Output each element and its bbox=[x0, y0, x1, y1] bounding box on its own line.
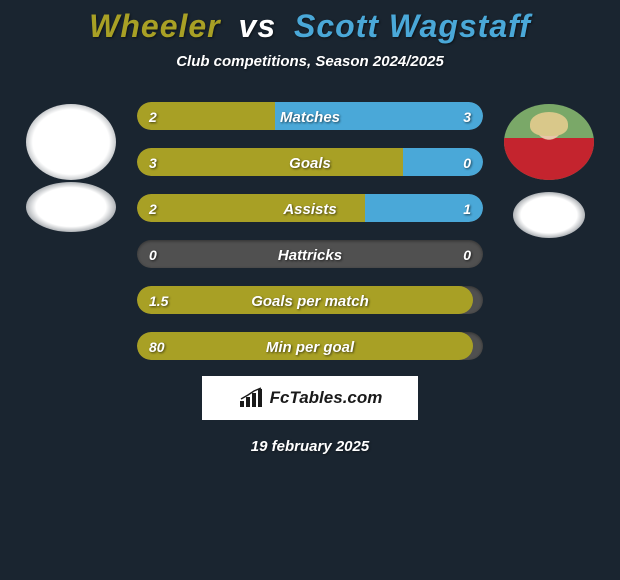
main-row: Matches23Goals30Assists21Hattricks00Goal… bbox=[0, 100, 620, 362]
player2-avatar-hair bbox=[530, 112, 568, 136]
date: 19 february 2025 bbox=[0, 438, 620, 455]
bar-label: Goals bbox=[137, 146, 483, 178]
player1-column bbox=[17, 100, 125, 232]
bar-value-left: 2 bbox=[149, 100, 157, 132]
player2-avatar bbox=[504, 104, 594, 180]
stat-bar: Min per goal80 bbox=[137, 330, 483, 362]
stat-bar: Hattricks0 0 bbox=[137, 238, 483, 270]
site-logo-text: FcTables.com bbox=[270, 388, 383, 408]
title-vs: vs bbox=[239, 8, 277, 44]
stat-bar: Goals3 0 bbox=[137, 146, 483, 178]
bar-label: Matches bbox=[137, 100, 483, 132]
bar-value-left: 2 bbox=[149, 192, 157, 224]
bar-value-right: 1 bbox=[463, 192, 471, 224]
player1-team-logo bbox=[26, 182, 116, 232]
stat-bar: Goals per match1.5 bbox=[137, 284, 483, 316]
stat-bar: Matches2 3 bbox=[137, 100, 483, 132]
title-player2: Scott Wagstaff bbox=[294, 8, 531, 44]
bar-value-right: 3 bbox=[463, 100, 471, 132]
bar-label: Assists bbox=[137, 192, 483, 224]
stat-bar: Assists2 1 bbox=[137, 192, 483, 224]
site-logo: FcTables.com bbox=[202, 376, 418, 420]
comparison-card: Wheeler vs Scott Wagstaff Club competiti… bbox=[0, 0, 620, 455]
subtitle: Club competitions, Season 2024/2025 bbox=[0, 53, 620, 70]
player2-team-logo bbox=[513, 192, 585, 238]
bar-label: Goals per match bbox=[137, 284, 483, 316]
stat-bars: Matches23Goals30Assists21Hattricks00Goal… bbox=[137, 100, 483, 362]
bar-value-right: 0 bbox=[463, 146, 471, 178]
bar-label: Hattricks bbox=[137, 238, 483, 270]
bar-value-right: 0 bbox=[463, 238, 471, 270]
title-player1: Wheeler bbox=[89, 8, 220, 44]
bar-value-left: 1.5 bbox=[149, 284, 168, 316]
bar-value-left: 3 bbox=[149, 146, 157, 178]
player1-avatar bbox=[26, 104, 116, 180]
title: Wheeler vs Scott Wagstaff bbox=[0, 8, 620, 45]
bar-value-left: 0 bbox=[149, 238, 157, 270]
player2-column bbox=[495, 100, 603, 238]
bar-label: Min per goal bbox=[137, 330, 483, 362]
bar-value-left: 80 bbox=[149, 330, 165, 362]
site-logo-icon bbox=[238, 387, 264, 409]
